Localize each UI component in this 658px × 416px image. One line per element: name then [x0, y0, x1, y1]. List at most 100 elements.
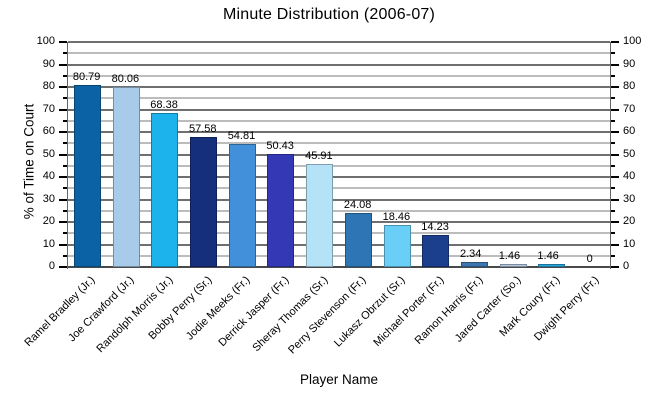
y-tick-label: 40 [42, 170, 55, 182]
y-tick-label: 90 [42, 57, 55, 70]
y-tick-left [59, 176, 67, 178]
bar [73, 85, 101, 267]
y-tick-left [59, 131, 67, 133]
y-tick-label: 30 [42, 192, 55, 205]
y-tick-left [59, 198, 67, 201]
major-gridline [68, 221, 610, 223]
bar [383, 225, 411, 267]
y-tick-left [59, 86, 67, 88]
y-tick-label: 60 [42, 125, 55, 137]
y-tick-left [59, 243, 67, 246]
y-tick-left [59, 221, 67, 223]
y-tick-right [611, 209, 615, 212]
y-tick-label: 100 [36, 35, 55, 47]
bar-value-label: 57.58 [189, 123, 217, 135]
y-tick-label: 0 [623, 260, 630, 272]
minor-gridline [68, 142, 610, 145]
y-tick-label: 60 [623, 125, 636, 137]
y-tick-label: 10 [623, 237, 636, 250]
y-tick-right [611, 41, 619, 43]
bar-value-label: 2.34 [460, 248, 482, 260]
y-tick-left [59, 41, 67, 43]
y-tick-left [59, 63, 67, 66]
y-tick-right [611, 254, 615, 257]
y-tick-label: 80 [42, 80, 55, 92]
bar-value-label: 1.46 [498, 250, 521, 262]
y-tick-left [59, 108, 67, 111]
y-tick-right [611, 153, 619, 156]
y-tick-right [611, 74, 615, 77]
bar [267, 154, 295, 267]
plot-area: 80.79 80.06 68.38 57.58 54.81 50.43 45.91 24.08… [68, 41, 610, 268]
y-tick-right [611, 187, 615, 190]
bar-value-label: 14.23 [421, 221, 449, 233]
y-tick-right [611, 108, 619, 111]
bar [306, 164, 334, 267]
bar-value-label: 50.43 [266, 140, 294, 152]
x-axis-title: Player Name [299, 372, 379, 387]
y-tick-label: 40 [623, 170, 636, 182]
bar [344, 213, 372, 267]
major-gridline [68, 176, 610, 178]
minor-gridline [68, 97, 610, 100]
major-gridline [68, 108, 610, 111]
major-gridline [68, 198, 610, 201]
bar [422, 235, 450, 267]
y-tick-right [611, 221, 619, 223]
bar [151, 113, 179, 267]
y-tick-label: 70 [42, 102, 55, 115]
minor-gridline [68, 119, 610, 122]
bar [499, 264, 527, 267]
bar-value-label: 80.06 [111, 73, 140, 85]
y-tick-label: 10 [42, 237, 55, 250]
y-tick-label: 100 [623, 35, 642, 47]
y-tick-right [611, 52, 615, 55]
y-axis-line-left [67, 42, 68, 269]
bar-value-label: 24.08 [343, 199, 372, 211]
bar-value-label: 1.46 [537, 250, 559, 262]
minor-gridline [68, 52, 610, 55]
y-tick-label: 20 [623, 215, 636, 227]
y-tick-right [611, 232, 615, 235]
y-tick-left [63, 164, 67, 167]
major-gridline [68, 243, 610, 246]
y-tick-right [611, 63, 619, 66]
y-tick-label: 0 [48, 260, 55, 272]
y-tick-label: 30 [623, 192, 636, 205]
bar [112, 87, 140, 267]
major-gridline [68, 41, 610, 43]
y-tick-label: 50 [42, 147, 55, 160]
y-tick-left [59, 266, 67, 268]
bar-value-label: 0 [586, 253, 593, 265]
y-tick-right [611, 198, 619, 201]
bar [461, 262, 488, 267]
minor-gridline [68, 187, 610, 190]
bar [538, 264, 566, 267]
bar-value-label: 68.38 [150, 99, 178, 111]
y-tick-right [611, 97, 615, 100]
bar-value-label: 54.81 [227, 130, 256, 142]
y-tick-right [611, 266, 619, 268]
bar [228, 144, 256, 267]
major-gridline [68, 63, 610, 66]
y-tick-label: 80 [623, 80, 636, 92]
y-tick-right [611, 142, 615, 145]
y-tick-right [611, 243, 619, 246]
minor-gridline [68, 209, 610, 212]
chart-title: Minute Distribution (2006-07) [222, 6, 436, 23]
y-tick-label: 50 [623, 147, 636, 160]
y-tick-left [63, 97, 67, 100]
bar [190, 137, 217, 267]
y-tick-left [63, 232, 67, 235]
major-gridline [68, 131, 610, 133]
x-axis-line [68, 266, 610, 268]
minor-gridline [68, 164, 610, 167]
major-gridline [68, 153, 610, 156]
y-tick-right [611, 164, 615, 167]
minor-gridline [68, 254, 610, 257]
y-tick-label: 70 [623, 102, 636, 115]
y-tick-left [63, 254, 67, 257]
y-tick-left [63, 52, 67, 55]
bar-value-label: 80.79 [72, 71, 101, 83]
